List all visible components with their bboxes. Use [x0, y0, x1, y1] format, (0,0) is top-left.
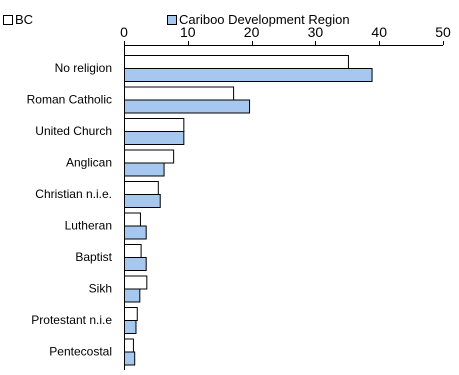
legend-label-0: BC [15, 12, 33, 27]
bar-cariboo-development-region-4 [124, 194, 161, 208]
legend-swatch-1 [167, 15, 177, 25]
category-label-3: Anglican [66, 156, 112, 170]
legend-label-1: Cariboo Development Region [179, 12, 350, 27]
category-label-0: No religion [55, 61, 112, 75]
bar-cariboo-development-region-7 [124, 288, 141, 303]
x-tick-label-5: 50 [435, 24, 451, 40]
bar-bc-2 [124, 118, 185, 132]
x-tick-label-3: 30 [308, 24, 324, 40]
bar-bc-8 [124, 307, 138, 321]
bar-bc-5 [124, 212, 141, 227]
bar-cariboo-development-region-1 [124, 99, 251, 114]
bar-bc-9 [124, 338, 134, 353]
category-label-7: Sikh [89, 282, 112, 296]
category-label-4: Christian n.i.e. [35, 187, 112, 201]
bar-cariboo-development-region-9 [124, 351, 136, 366]
bar-bc-7 [124, 275, 148, 290]
legend-swatch-0 [3, 15, 13, 25]
x-axis: 0 10 20 30 40 50 [120, 24, 451, 46]
bar-cariboo-development-region-3 [124, 162, 165, 177]
bars [124, 55, 373, 366]
x-tick-label-2: 20 [244, 24, 260, 40]
category-label-5: Lutheran [65, 219, 112, 233]
category-label-8: Protestant n.i.e [31, 313, 112, 327]
bar-cariboo-development-region-2 [124, 131, 185, 145]
category-label-2: United Church [35, 124, 112, 138]
bar-cariboo-development-region-5 [124, 225, 147, 240]
bar-bc-3 [124, 149, 175, 164]
x-tick-label-1: 10 [180, 24, 196, 40]
x-tick-label-4: 40 [371, 24, 387, 40]
legend: BC Cariboo Development Region [3, 12, 350, 27]
bar-bc-0 [124, 55, 349, 69]
bar-bc-1 [124, 86, 235, 101]
category-label-1: Roman Catholic [27, 93, 112, 107]
bar-cariboo-development-region-6 [124, 257, 147, 271]
bar-bc-4 [124, 181, 159, 195]
x-tick-label-0: 0 [120, 24, 128, 40]
category-label-9: Pentecostal [49, 345, 112, 359]
bar-bc-6 [124, 244, 142, 258]
bar-cariboo-development-region-0 [124, 68, 373, 82]
bar-cariboo-development-region-8 [124, 320, 137, 334]
y-axis: No religion Roman Catholic United Church An… [27, 45, 125, 370]
category-label-6: Baptist [75, 250, 112, 264]
